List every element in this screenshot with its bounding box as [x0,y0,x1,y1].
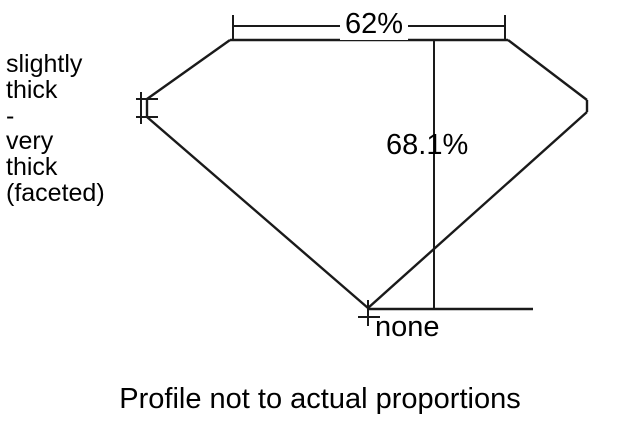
girdle-thickness-label: slightly thick - very thick (faceted) [6,50,105,207]
pavilion-left-slope [146,116,369,309]
crown-right-slope [507,39,588,101]
depth-percent-label: 68.1% [386,129,469,161]
table-percent-label: 62% [340,9,409,40]
crown-left-slope [146,39,231,100]
pavilion-right-slope [367,111,588,309]
culet-size-label: none [375,311,440,343]
diagram-caption: Profile not to actual proportions [119,383,521,415]
